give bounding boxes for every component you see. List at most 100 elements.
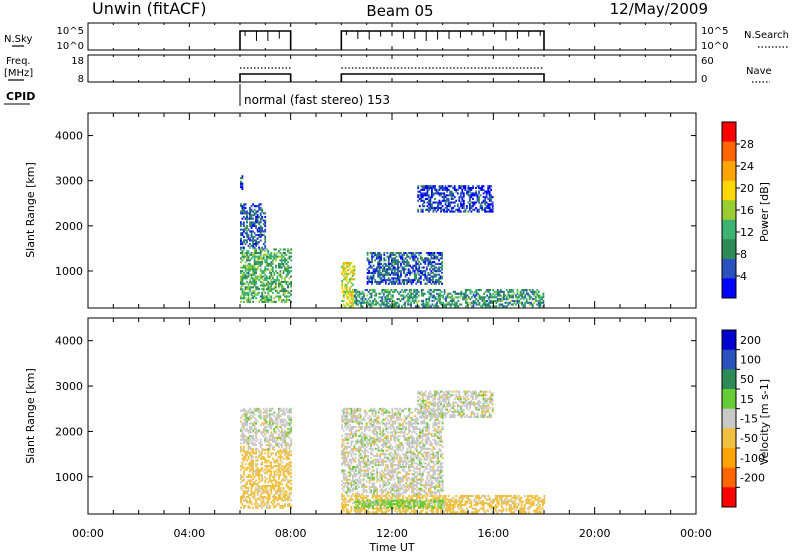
heatmap-cell	[247, 270, 250, 273]
heatmap-cell	[365, 426, 368, 429]
heatmap-cell	[347, 292, 350, 295]
heatmap-cell	[447, 494, 450, 497]
heatmap-cell	[344, 422, 347, 425]
heatmap-cell	[497, 494, 500, 497]
heatmap-cell	[415, 261, 418, 264]
heatmap-cell	[408, 296, 411, 299]
heatmap-cell	[271, 424, 274, 427]
heatmap-cell	[255, 483, 257, 486]
heatmap-cell	[240, 205, 242, 208]
heatmap-cell	[287, 416, 289, 419]
heatmap-cell	[356, 493, 359, 496]
heatmap-cell	[413, 253, 416, 256]
heatmap-cell	[244, 424, 247, 427]
heatmap-cell	[420, 290, 423, 293]
heatmap-cell	[273, 411, 276, 414]
heatmap-cell	[384, 305, 387, 308]
heatmap-cell	[246, 235, 248, 238]
heatmap-cell	[543, 494, 546, 497]
heatmap-cell	[345, 413, 348, 416]
heatmap-cell	[466, 507, 468, 510]
heatmap-cell	[403, 271, 405, 274]
heatmap-cell	[385, 303, 388, 306]
heatmap-cell	[373, 499, 376, 502]
heatmap-cell	[261, 284, 264, 287]
heatmap-cell	[359, 440, 362, 443]
heatmap-cell	[407, 299, 409, 302]
heatmap-cell	[364, 456, 366, 459]
heatmap-cell	[258, 221, 260, 224]
heatmap-cell	[484, 290, 487, 293]
heatmap-cell	[435, 279, 437, 282]
heatmap-cell	[532, 496, 535, 499]
heatmap-cell	[443, 292, 446, 295]
heatmap-cell	[356, 465, 359, 468]
heatmap-cell	[372, 303, 374, 306]
heatmap-cell	[410, 303, 412, 306]
heatmap-cell	[243, 223, 245, 226]
y-tick-label: 1000	[55, 265, 83, 278]
heatmap-cell	[262, 431, 265, 434]
heatmap-cell	[404, 289, 406, 292]
heatmap-cell	[246, 427, 248, 430]
heatmap-cell	[418, 277, 421, 280]
heatmap-cell	[243, 477, 245, 480]
heatmap-cell	[273, 286, 276, 289]
heatmap-cell	[385, 299, 388, 302]
heatmap-cell	[434, 496, 436, 499]
heatmap-cell	[348, 267, 351, 270]
heatmap-cell	[344, 453, 347, 456]
heatmap-cell	[405, 294, 408, 297]
heatmap-cell	[455, 208, 458, 211]
heatmap-cell	[486, 294, 488, 297]
heatmap-cell	[253, 483, 256, 486]
heatmap-cell	[429, 273, 431, 276]
heatmap-cell	[398, 282, 401, 285]
heatmap-cell	[265, 416, 268, 419]
heatmap-cell	[353, 278, 356, 281]
heatmap-cell	[440, 194, 442, 197]
heatmap-cell	[540, 511, 543, 514]
heatmap-cell	[243, 230, 245, 233]
heatmap-cell	[399, 494, 401, 497]
heatmap-cell	[278, 282, 280, 285]
heatmap-cell	[250, 291, 253, 294]
heatmap-cell	[243, 436, 245, 439]
heatmap-cell	[481, 208, 483, 211]
heatmap-cell	[287, 250, 289, 253]
heatmap-cell	[256, 431, 259, 434]
heatmap-cell	[247, 268, 250, 271]
heatmap-cell	[382, 511, 385, 514]
heatmap-cell	[385, 290, 388, 293]
heatmap-cell	[496, 505, 499, 508]
heatmap-cell	[527, 301, 530, 304]
heatmap-cell	[412, 268, 415, 271]
heatmap-cell	[252, 459, 254, 462]
heatmap-cell	[250, 442, 253, 445]
heatmap-cell	[519, 498, 521, 501]
heatmap-cell	[355, 298, 358, 301]
heatmap-cell	[395, 268, 398, 271]
heatmap-cell	[444, 507, 447, 510]
heatmap-cell	[376, 503, 379, 506]
heatmap-cell	[240, 210, 242, 213]
heatmap-cell	[284, 429, 286, 432]
heatmap-cell	[341, 449, 344, 452]
colorbar-segment	[722, 239, 736, 260]
heatmap-cell	[358, 420, 360, 423]
heatmap-cell	[270, 466, 273, 469]
heatmap-cell	[361, 305, 364, 308]
heatmap-cell	[452, 504, 455, 507]
heatmap-cell	[259, 504, 262, 507]
heatmap-cell	[249, 215, 251, 218]
heatmap-cell	[493, 505, 496, 508]
heatmap-cell	[444, 203, 447, 206]
heatmap-cell	[268, 485, 271, 488]
heatmap-cell	[282, 424, 285, 427]
heatmap-cell	[434, 501, 437, 504]
heatmap-cell	[290, 429, 292, 432]
heatmap-cell	[259, 424, 262, 427]
heatmap-cell	[285, 463, 288, 466]
heatmap-cell	[476, 494, 479, 497]
heatmap-cell	[446, 296, 449, 299]
